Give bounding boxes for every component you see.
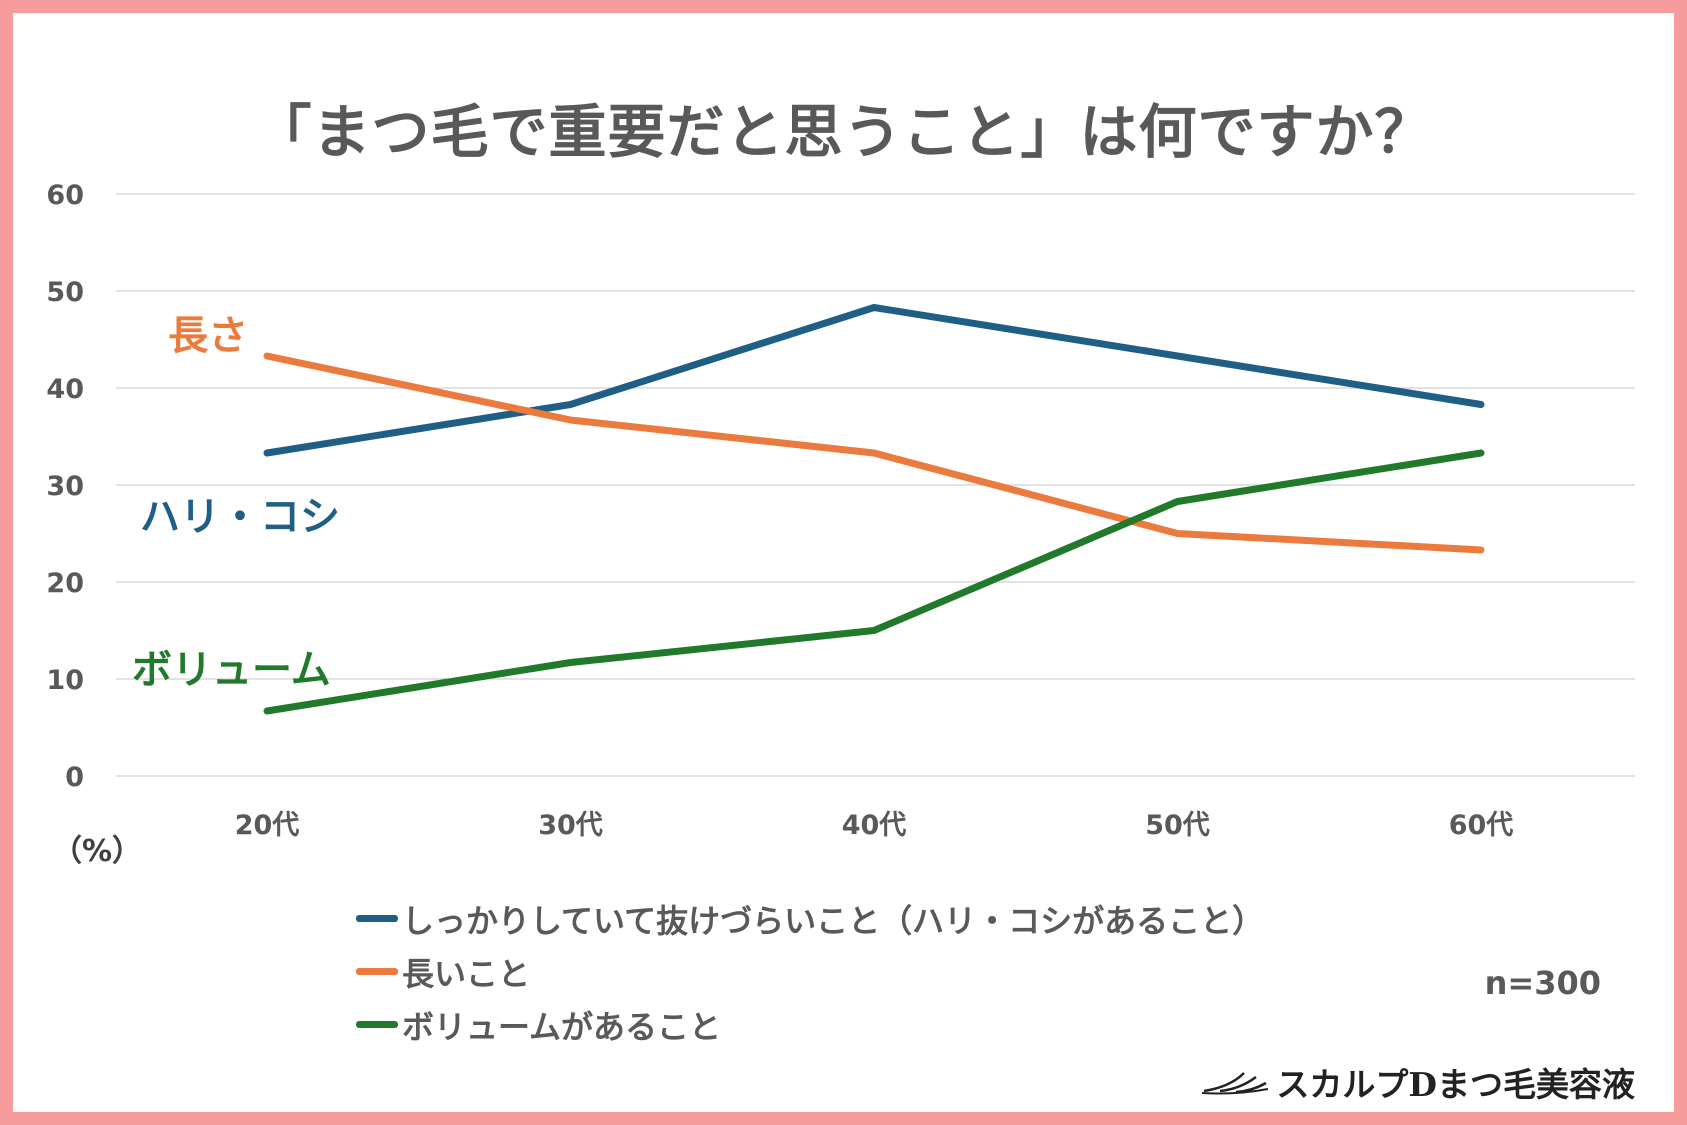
y-axis-ticks: 0 10 20 30 40 50 60: [46, 180, 84, 793]
legend-swatch: [356, 968, 398, 975]
chart-title: 「まつ毛で重要だと思うこと」は何ですか？: [253, 98, 1434, 166]
brand-logo: スカルプDまつ毛美容液: [1200, 1058, 1635, 1106]
x-tick-label: 40代: [842, 810, 907, 841]
y-tick-label: 60: [46, 180, 84, 211]
legend-swatch: [356, 915, 398, 922]
sample-size: n=300: [1484, 964, 1601, 1002]
brand-name: スカルプDまつ毛美容液: [1276, 1065, 1635, 1104]
series-line: [263, 303, 1485, 457]
y-tick-label: 30: [46, 471, 84, 502]
x-tick-label: 20代: [235, 810, 300, 841]
series-annotation: 長さ: [168, 313, 248, 359]
gridlines: [116, 193, 1635, 777]
y-tick-label: 50: [46, 277, 84, 308]
legend-swatch: [356, 1021, 398, 1028]
series-annotation: ハリ・コシ: [140, 494, 340, 540]
legend-label: しっかりしていて抜けづらいこと（ハリ・コシがあること）: [402, 901, 1265, 940]
x-axis-ticks: 20代 30代 40代 50代 60代: [235, 810, 1514, 841]
x-tick-label: 60代: [1449, 810, 1514, 841]
series-annotation: ボリューム: [132, 647, 331, 693]
y-tick-label: 0: [65, 762, 84, 793]
legend-item-length: 長いこと: [356, 945, 1264, 998]
y-axis-unit: （%）: [52, 834, 143, 869]
eyelash-icon: [1202, 1072, 1269, 1095]
legend-item-hari-koshi: しっかりしていて抜けづらいこと（ハリ・コシがあること）: [356, 892, 1264, 945]
legend-label: 長いこと: [402, 954, 531, 993]
legend: しっかりしていて抜けづらいこと（ハリ・コシがあること） 長いこと ボリュームがあ…: [356, 892, 1264, 1051]
x-tick-label: 50代: [1145, 810, 1210, 841]
legend-item-volume: ボリュームがあること: [356, 998, 1264, 1051]
series-lines: [263, 303, 1485, 715]
y-tick-label: 10: [46, 665, 84, 696]
legend-label: ボリュームがあること: [402, 1007, 722, 1046]
y-tick-label: 20: [46, 568, 84, 599]
x-tick-label: 30代: [538, 810, 603, 841]
y-tick-label: 40: [46, 374, 84, 405]
